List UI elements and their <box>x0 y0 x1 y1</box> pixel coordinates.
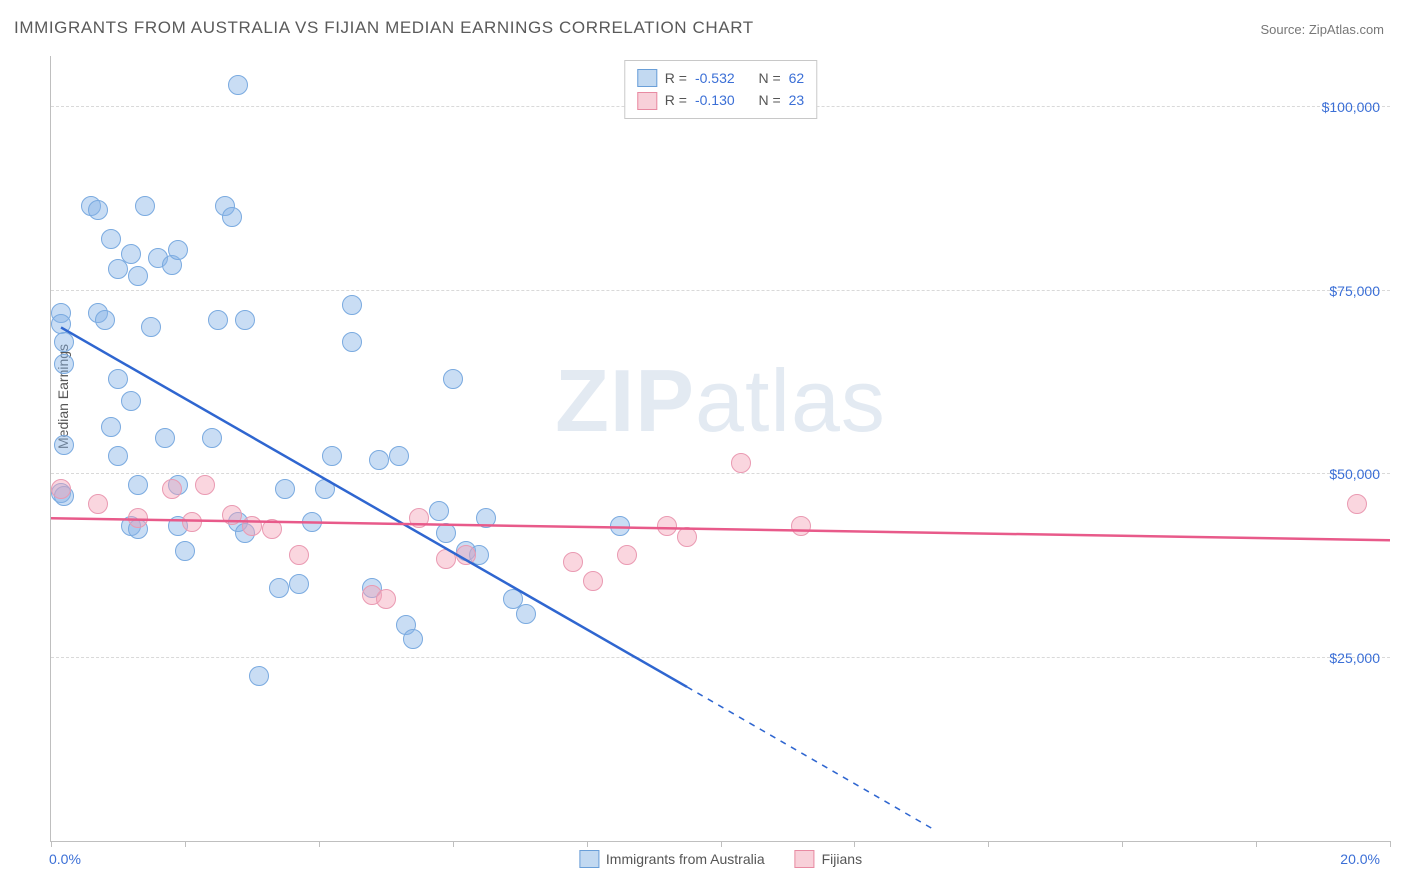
swatch-blue-icon <box>579 850 599 868</box>
data-point <box>88 494 108 514</box>
data-point <box>162 479 182 499</box>
data-point <box>275 479 295 499</box>
data-point <box>289 574 309 594</box>
data-point <box>342 332 362 352</box>
data-point <box>54 435 74 455</box>
data-point <box>135 196 155 216</box>
data-point <box>182 512 202 532</box>
data-point <box>1347 494 1367 514</box>
y-tick-label: $50,000 <box>1329 466 1380 482</box>
legend-row-series1: R = -0.532 N = 62 <box>637 67 804 89</box>
trend-lines <box>51 56 1390 841</box>
x-axis-min-label: 0.0% <box>49 851 81 867</box>
x-tick <box>1256 841 1257 847</box>
data-point <box>51 479 71 499</box>
data-point <box>128 475 148 495</box>
data-point <box>677 527 697 547</box>
data-point <box>242 516 262 536</box>
data-point <box>443 369 463 389</box>
data-point <box>222 505 242 525</box>
watermark: ZIPatlas <box>555 350 886 452</box>
data-point <box>228 75 248 95</box>
data-point <box>208 310 228 330</box>
data-point <box>249 666 269 686</box>
data-point <box>389 446 409 466</box>
y-tick-label: $75,000 <box>1329 283 1380 299</box>
data-point <box>436 549 456 569</box>
data-point <box>369 450 389 470</box>
data-point <box>376 589 396 609</box>
data-point <box>731 453 751 473</box>
x-tick <box>1390 841 1391 847</box>
x-tick <box>988 841 989 847</box>
data-point <box>436 523 456 543</box>
legend-item-series1: Immigrants from Australia <box>579 850 765 868</box>
x-tick <box>587 841 588 847</box>
data-point <box>121 244 141 264</box>
data-point <box>617 545 637 565</box>
data-point <box>168 240 188 260</box>
data-point <box>235 310 255 330</box>
gridline-h <box>51 657 1390 658</box>
data-point <box>222 207 242 227</box>
data-point <box>141 317 161 337</box>
data-point <box>315 479 335 499</box>
legend-item-series2: Fijians <box>795 850 862 868</box>
gridline-h <box>51 290 1390 291</box>
data-point <box>108 446 128 466</box>
x-tick <box>721 841 722 847</box>
data-point <box>195 475 215 495</box>
data-point <box>175 541 195 561</box>
x-tick <box>51 841 52 847</box>
data-point <box>583 571 603 591</box>
data-point <box>121 391 141 411</box>
data-point <box>456 545 476 565</box>
data-point <box>289 545 309 565</box>
x-tick <box>854 841 855 847</box>
data-point <box>128 508 148 528</box>
data-point <box>88 200 108 220</box>
data-point <box>51 314 71 334</box>
swatch-pink-icon <box>795 850 815 868</box>
swatch-pink-icon <box>637 92 657 110</box>
swatch-blue-icon <box>637 69 657 87</box>
data-point <box>54 332 74 352</box>
data-point <box>155 428 175 448</box>
data-point <box>563 552 583 572</box>
series-legend: Immigrants from Australia Fijians <box>579 850 862 868</box>
data-point <box>269 578 289 598</box>
x-tick <box>185 841 186 847</box>
data-point <box>54 354 74 374</box>
data-point <box>101 417 121 437</box>
x-axis-max-label: 20.0% <box>1340 851 1380 867</box>
data-point <box>342 295 362 315</box>
data-point <box>302 512 322 532</box>
data-point <box>403 629 423 649</box>
data-point <box>322 446 342 466</box>
data-point <box>791 516 811 536</box>
gridline-h <box>51 473 1390 474</box>
y-tick-label: $100,000 <box>1322 99 1380 115</box>
data-point <box>657 516 677 536</box>
data-point <box>516 604 536 624</box>
legend-row-series2: R = -0.130 N = 23 <box>637 89 804 111</box>
y-tick-label: $25,000 <box>1329 650 1380 666</box>
data-point <box>101 229 121 249</box>
x-tick <box>1122 841 1123 847</box>
data-point <box>95 310 115 330</box>
data-point <box>202 428 222 448</box>
x-tick <box>319 841 320 847</box>
correlation-legend: R = -0.532 N = 62 R = -0.130 N = 23 <box>624 60 817 119</box>
data-point <box>128 266 148 286</box>
x-tick <box>453 841 454 847</box>
chart-title: IMMIGRANTS FROM AUSTRALIA VS FIJIAN MEDI… <box>14 18 754 38</box>
data-point <box>108 369 128 389</box>
source-label: Source: ZipAtlas.com <box>1260 22 1384 37</box>
data-point <box>610 516 630 536</box>
data-point <box>429 501 449 521</box>
chart-plot-area: Median Earnings ZIPatlas R = -0.532 N = … <box>50 56 1390 842</box>
data-point <box>262 519 282 539</box>
data-point <box>409 508 429 528</box>
data-point <box>476 508 496 528</box>
